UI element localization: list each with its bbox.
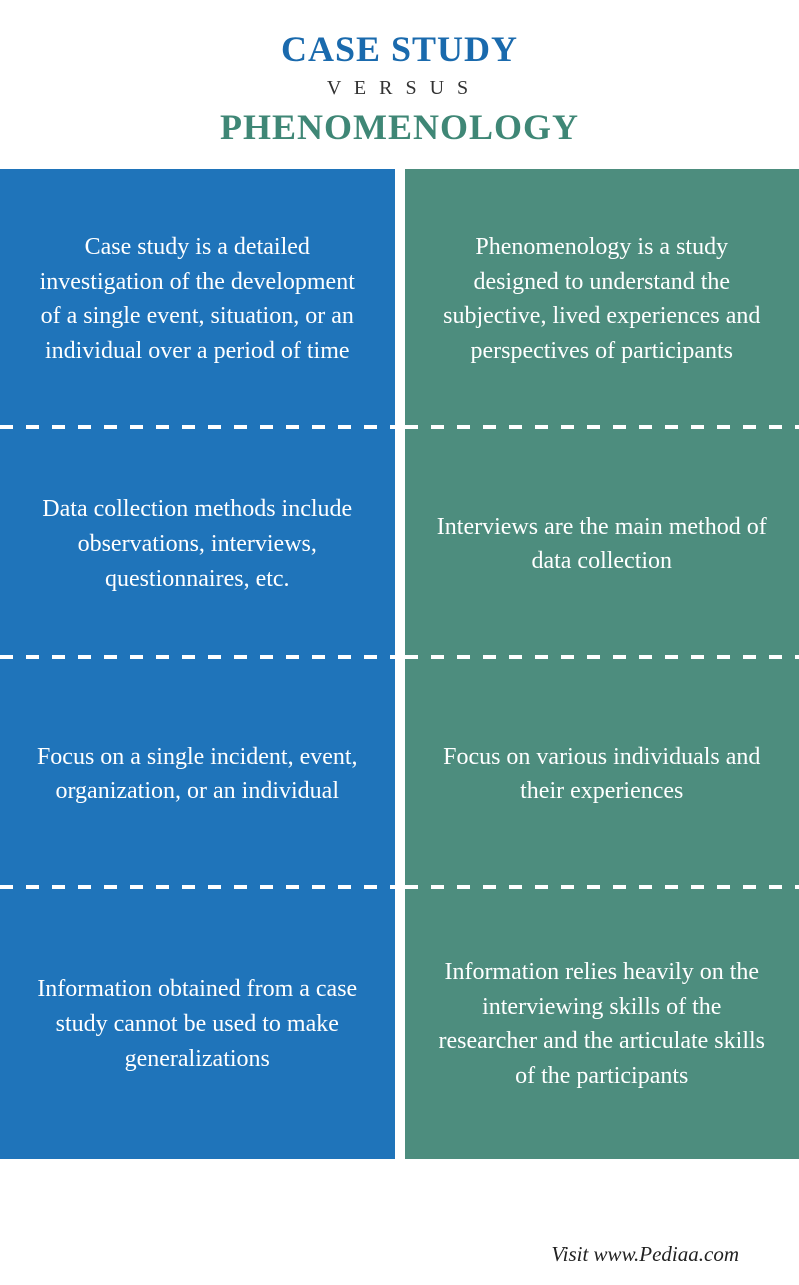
right-column: Phenomenology is a study designed to und… xyxy=(405,169,799,1232)
right-cell-3: Focus on various individuals and their e… xyxy=(405,659,799,889)
left-text-2: Data collection methods include observat… xyxy=(32,492,363,596)
comparison-grid: Case study is a detailed investigation o… xyxy=(0,169,799,1232)
title-left: CASE STUDY xyxy=(20,28,779,71)
left-text-3: Focus on a single incident, event, organ… xyxy=(32,740,363,810)
right-text-1: Phenomenology is a study designed to und… xyxy=(437,230,768,369)
title-right: PHENOMENOLOGY xyxy=(20,106,779,149)
versus-label: V E R S U S xyxy=(20,77,779,100)
left-column: Case study is a detailed investigation o… xyxy=(0,169,395,1232)
header: CASE STUDY V E R S U S PHENOMENOLOGY xyxy=(0,0,799,169)
left-cell-3: Focus on a single incident, event, organ… xyxy=(0,659,395,889)
left-text-1: Case study is a detailed investigation o… xyxy=(32,230,363,369)
right-text-3: Focus on various individuals and their e… xyxy=(437,740,768,810)
right-text-4: Information relies heavily on the interv… xyxy=(437,955,768,1094)
right-text-2: Interviews are the main method of data c… xyxy=(437,510,768,580)
left-cell-1: Case study is a detailed investigation o… xyxy=(0,169,395,429)
left-text-4: Information obtained from a case study c… xyxy=(32,972,363,1076)
left-cell-4: Information obtained from a case study c… xyxy=(0,889,395,1159)
right-cell-4: Information relies heavily on the interv… xyxy=(405,889,799,1159)
left-cell-2: Data collection methods include observat… xyxy=(0,429,395,659)
right-cell-2: Interviews are the main method of data c… xyxy=(405,429,799,659)
footer-credit: Visit www.Pediaa.com xyxy=(0,1232,799,1285)
right-cell-1: Phenomenology is a study designed to und… xyxy=(405,169,799,429)
